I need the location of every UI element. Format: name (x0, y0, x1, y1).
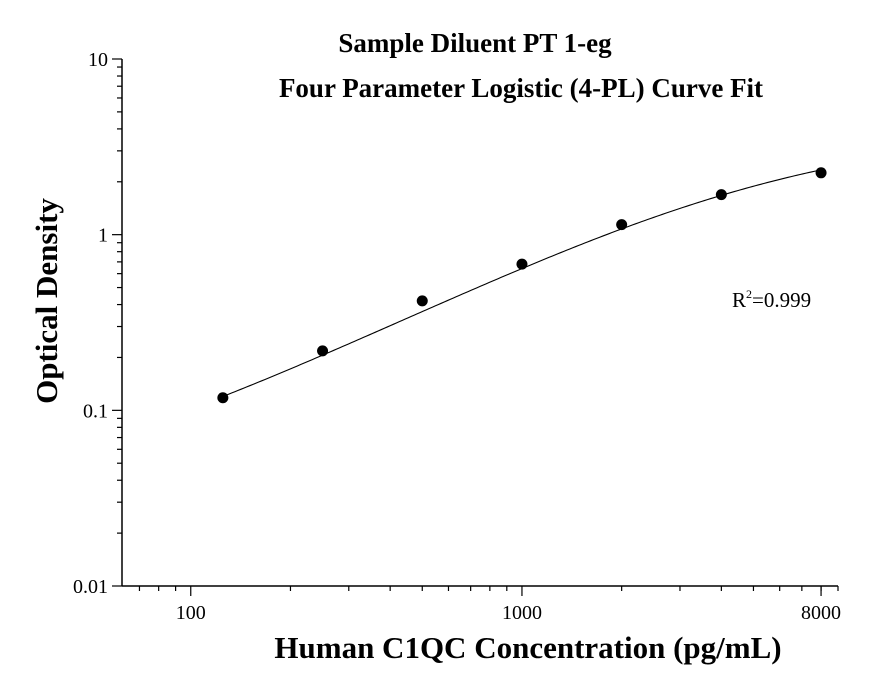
data-point (416, 295, 428, 307)
data-point (317, 345, 329, 357)
axes (121, 59, 838, 587)
y-tick-label: 10 (88, 49, 108, 71)
data-point (715, 189, 727, 201)
r-squared-value: =0.999 (752, 288, 811, 312)
r-squared-annotation: R2=0.999 (732, 287, 811, 312)
x-axis-label: Human C1QC Concentration (pg/mL) (274, 630, 781, 665)
x-tick-label: 1000 (502, 602, 542, 624)
y-tick-label: 0.1 (83, 400, 108, 422)
y-tick-label: 0.01 (73, 576, 108, 598)
data-point (616, 219, 628, 231)
fit-curve (222, 169, 822, 397)
chart-title-line-2: Four Parameter Logistic (4-PL) Curve Fit (279, 73, 763, 103)
y-axis-label: Optical Density (29, 198, 64, 404)
x-axis-ticks: 100 1000 8000 (138, 586, 841, 624)
chart-title-line-1: Sample Diluent PT 1-eg (338, 28, 612, 58)
r-squared-r: R (732, 288, 746, 312)
x-tick-label: 100 (176, 602, 206, 624)
data-point (516, 258, 528, 270)
data-points (217, 167, 827, 404)
r-squared-sup: 2 (746, 287, 752, 301)
data-point (815, 167, 827, 179)
y-axis-ticks: 0.01 0.1 1 10 (73, 49, 122, 598)
data-point (217, 392, 229, 404)
y-tick-label: 1 (98, 225, 108, 247)
x-tick-label: 8000 (801, 602, 841, 624)
